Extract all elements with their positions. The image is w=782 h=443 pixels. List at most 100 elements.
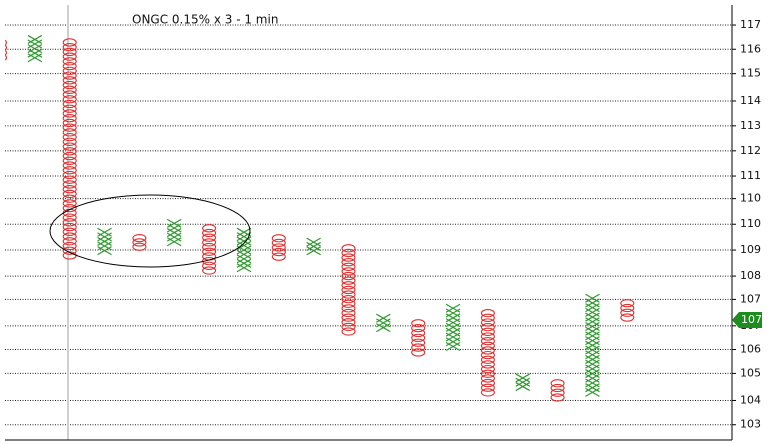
o-symbol (341, 244, 356, 253)
o-symbol (62, 232, 77, 241)
x-symbol (27, 34, 43, 44)
o-symbol (62, 95, 77, 104)
o-symbol (202, 256, 217, 266)
x-symbol (236, 232, 252, 242)
x-symbol (515, 377, 531, 387)
o-symbol (480, 383, 495, 392)
o-symbol (62, 114, 77, 123)
x-symbol (236, 249, 252, 259)
o-symbol (132, 233, 147, 243)
o-symbol (411, 333, 426, 343)
o-symbol (480, 313, 495, 322)
x-column (236, 227, 252, 273)
chart-title: ONGC 0.15% x 3 - 1 min (132, 13, 278, 27)
o-symbol (62, 61, 77, 71)
o-symbol (5, 49, 8, 56)
x-symbol (515, 382, 531, 392)
y-tick-label: 116 (740, 42, 761, 55)
o-symbol (62, 203, 77, 213)
x-column (97, 227, 112, 256)
x-symbol (97, 227, 112, 237)
o-symbol (62, 66, 77, 76)
o-symbol (202, 233, 217, 242)
o-symbol (271, 247, 286, 257)
x-column (306, 237, 321, 256)
o-symbol (341, 271, 356, 281)
o-symbol (62, 161, 77, 170)
o-symbol (341, 281, 356, 290)
o-symbol (5, 44, 8, 51)
o-symbol (271, 234, 286, 243)
o-symbol (62, 52, 77, 61)
o-symbol (480, 378, 495, 388)
y-tick-label: 109 (740, 243, 761, 256)
x-symbol (166, 228, 182, 238)
o-symbol (411, 338, 426, 347)
y-tick-label: 113 (740, 119, 761, 132)
o-symbol (202, 224, 217, 233)
x-symbol (236, 263, 252, 273)
o-symbol (480, 336, 495, 346)
x-symbol (236, 240, 252, 251)
y-tick-label: 110 (740, 217, 761, 230)
o-symbol (62, 99, 77, 109)
o-symbol (62, 43, 77, 52)
o-symbol (62, 175, 77, 184)
o-column (480, 309, 495, 397)
o-symbol (550, 393, 565, 402)
x-column (376, 313, 391, 333)
o-symbol (132, 238, 147, 247)
y-tick-label: 115 (740, 67, 761, 80)
o-symbol (62, 90, 77, 99)
o-symbol (62, 85, 77, 94)
y-tick-label: 104 (740, 393, 761, 406)
o-symbol (62, 156, 77, 165)
x-column (27, 34, 43, 63)
o-symbol (62, 213, 77, 222)
o-symbol (62, 189, 77, 199)
o-symbol (271, 243, 286, 252)
o-symbol (62, 57, 77, 66)
o-symbol (341, 308, 356, 318)
o-symbol (202, 261, 217, 270)
o-symbol (480, 332, 495, 341)
o-symbol (550, 388, 565, 397)
y-tick-label: 112 (740, 144, 761, 157)
o-symbol (62, 185, 77, 194)
o-symbol (620, 303, 635, 313)
x-symbol (97, 232, 112, 242)
x-symbol (97, 236, 112, 246)
y-tick-label: 106 (740, 343, 761, 356)
o-symbol (62, 166, 77, 175)
annotation-ellipse (49, 194, 251, 268)
o-symbol (620, 308, 635, 317)
o-symbol (62, 132, 77, 142)
x-symbol (585, 387, 600, 397)
o-symbol (480, 327, 495, 336)
o-symbol (341, 322, 356, 332)
o-column (132, 233, 147, 251)
o-symbol (341, 318, 356, 327)
o-symbol (202, 238, 217, 247)
o-symbol (202, 242, 217, 252)
o-symbol (480, 369, 495, 378)
o-symbol (341, 262, 356, 271)
x-symbol (166, 237, 182, 247)
columns (5, 34, 635, 402)
y-tick-label: 103 (740, 418, 761, 431)
y-axis: 103 104 105 106 107 107 108 109 110 110 111 112 113 1… (732, 18, 762, 431)
o-symbol (411, 343, 426, 352)
o-symbol (62, 71, 77, 80)
o-symbol (62, 38, 77, 47)
o-symbol (132, 242, 147, 251)
o-symbol (62, 137, 77, 147)
o-column (550, 379, 565, 402)
o-column (5, 39, 8, 61)
o-column (411, 319, 426, 357)
o-symbol (62, 142, 77, 151)
o-symbol (620, 313, 635, 322)
x-symbol (306, 241, 321, 251)
y-tick-label: 111 (740, 169, 761, 182)
x-symbol (27, 48, 43, 58)
